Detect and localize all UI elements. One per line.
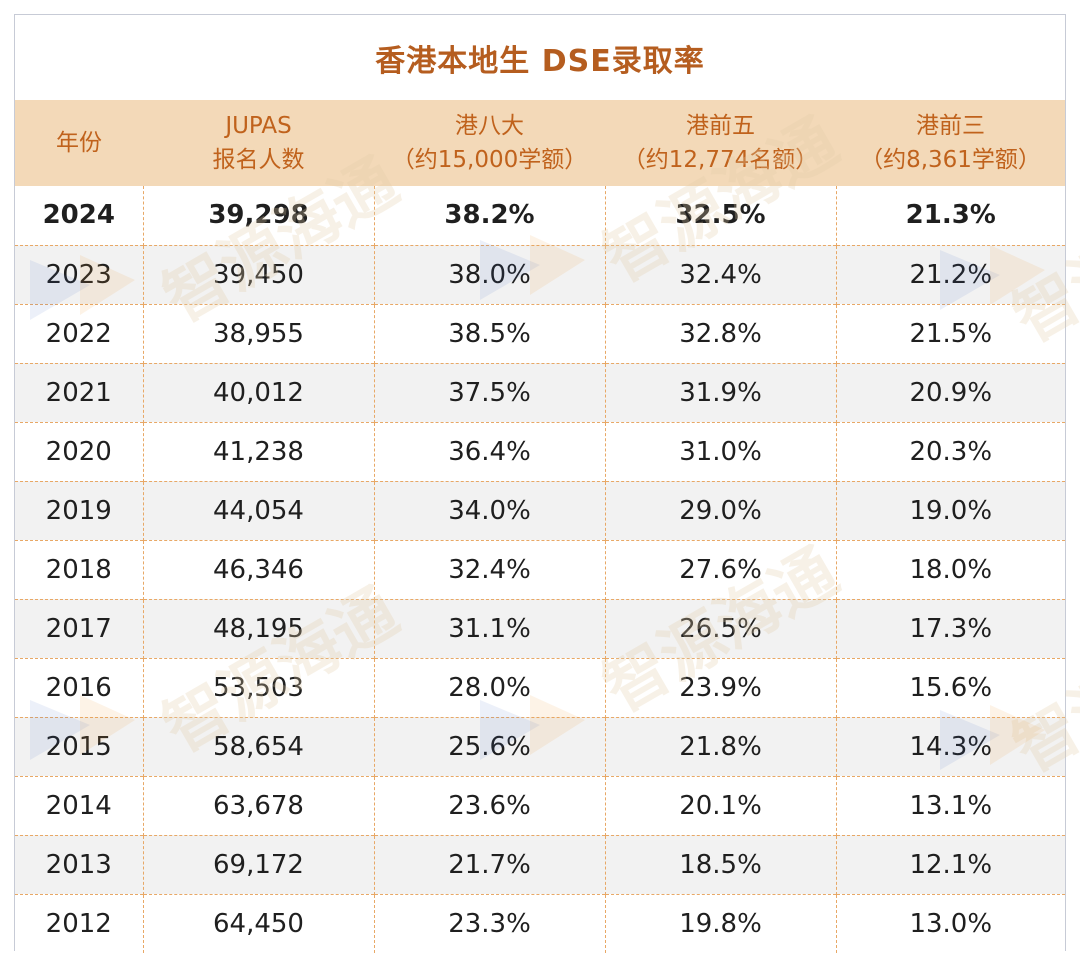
cell-top3: 14.3% — [835, 716, 1065, 776]
cell-top3: 20.9% — [835, 362, 1065, 422]
cell-top5: 32.4% — [604, 244, 836, 304]
cell-jupas: 48,195 — [142, 598, 374, 658]
table-header: 年份 JUPAS 报名人数 港八大 （约15,000学额） 港前五 （约12,774名… — [15, 100, 1065, 186]
cell-top8: 28.0% — [373, 657, 605, 717]
cell-jupas: 53,503 — [142, 657, 374, 717]
cell-top3: 19.0% — [835, 480, 1065, 540]
cell-top5: 31.9% — [604, 362, 836, 422]
cell-year: 2012 — [15, 893, 143, 953]
cell-jupas: 44,054 — [142, 480, 374, 540]
cell-top5: 23.9% — [604, 657, 836, 717]
table-row: 2015 58,654 25.6% 21.8% 14.3% — [15, 716, 1065, 776]
table-title: 香港本地生 DSE录取率 — [375, 43, 705, 79]
table-row: 2022 38,955 38.5% 32.8% 21.5% — [15, 303, 1065, 363]
cell-top8: 37.5% — [373, 362, 605, 422]
cell-year: 2021 — [15, 362, 143, 422]
cell-top3: 18.0% — [835, 539, 1065, 599]
cell-top3: 13.1% — [835, 775, 1065, 835]
cell-jupas: 63,678 — [142, 775, 374, 835]
cell-top8: 36.4% — [373, 421, 605, 481]
cell-top8: 38.5% — [373, 303, 605, 363]
cell-top5: 32.5% — [604, 186, 836, 245]
header-top5: 港前五 （约12,774名额） — [622, 113, 819, 173]
cell-top8: 23.3% — [373, 893, 605, 953]
table-row: 2021 40,012 37.5% 31.9% 20.9% — [15, 362, 1065, 422]
cell-top3: 13.0% — [835, 893, 1065, 953]
table-frame: 香港本地生 DSE录取率 年份 JUPAS 报名人数 港八大 （约15,000学额）… — [14, 14, 1066, 953]
cell-top8: 21.7% — [373, 834, 605, 894]
cell-top8: 38.2% — [373, 186, 605, 245]
cell-jupas: 39,298 — [142, 186, 374, 245]
cell-top5: 19.8% — [604, 893, 836, 953]
cell-top5: 21.8% — [604, 716, 836, 776]
cell-year: 2024 — [42, 200, 115, 231]
table-row: 2012 64,450 23.3% 19.8% 13.0% — [15, 893, 1065, 953]
cell-top3: 21.3% — [835, 186, 1065, 245]
cell-jupas: 38,955 — [142, 303, 374, 363]
cell-year: 2014 — [15, 775, 143, 835]
cell-year: 2015 — [15, 716, 143, 776]
cell-year: 2022 — [15, 303, 143, 363]
cell-top5: 20.1% — [604, 775, 836, 835]
header-year: 年份 — [56, 130, 102, 156]
cell-top5: 26.5% — [604, 598, 836, 658]
cell-year: 2019 — [15, 480, 143, 540]
cell-top5: 31.0% — [604, 421, 836, 481]
cell-top3: 21.5% — [835, 303, 1065, 363]
cell-top8: 25.6% — [373, 716, 605, 776]
cell-year: 2016 — [15, 657, 143, 717]
cell-top3: 20.3% — [835, 421, 1065, 481]
header-top8: 港八大 （约15,000学额） — [391, 113, 588, 173]
cell-top8: 32.4% — [373, 539, 605, 599]
table-row: 2023 39,450 38.0% 32.4% 21.2% — [15, 244, 1065, 304]
table-row: 2020 41,238 36.4% 31.0% 20.3% — [15, 421, 1065, 481]
cell-jupas: 41,238 — [142, 421, 374, 481]
cell-year: 2023 — [15, 244, 143, 304]
table-row: 2016 53,503 28.0% 23.9% 15.6% — [15, 657, 1065, 717]
table-row: 2014 63,678 23.6% 20.1% 13.1% — [15, 775, 1065, 835]
table-row: 2018 46,346 32.4% 27.6% 18.0% — [15, 539, 1065, 599]
cell-jupas: 64,450 — [142, 893, 374, 953]
cell-year: 2013 — [15, 834, 143, 894]
cell-year: 2017 — [15, 598, 143, 658]
header-row: 年份 JUPAS 报名人数 港八大 （约15,000学额） 港前五 （约12,774名… — [15, 100, 1065, 186]
cell-top8: 34.0% — [373, 480, 605, 540]
cell-jupas: 58,654 — [142, 716, 374, 776]
cell-top5: 27.6% — [604, 539, 836, 599]
header-jupas: JUPAS 报名人数 — [212, 113, 305, 173]
cell-top3: 17.3% — [835, 598, 1065, 658]
cell-top8: 23.6% — [373, 775, 605, 835]
cell-year: 2020 — [15, 421, 143, 481]
cell-jupas: 69,172 — [142, 834, 374, 894]
cell-top3: 21.2% — [835, 244, 1065, 304]
title-bar: 香港本地生 DSE录取率 — [15, 15, 1065, 100]
table-row: 2024 39,298 38.2% 32.5% 21.3% — [15, 186, 1065, 245]
cell-jupas: 39,450 — [142, 244, 374, 304]
cell-top3: 12.1% — [835, 834, 1065, 894]
admission-rate-table: 年份 JUPAS 报名人数 港八大 （约15,000学额） 港前五 （约12,774名… — [15, 100, 1065, 953]
header-top3: 港前三 （约8,361学额） — [860, 113, 1041, 173]
cell-top8: 31.1% — [373, 598, 605, 658]
cell-jupas: 46,346 — [142, 539, 374, 599]
cell-top5: 18.5% — [604, 834, 836, 894]
table-row: 2013 69,172 21.7% 18.5% 12.1% — [15, 834, 1065, 894]
cell-top5: 32.8% — [604, 303, 836, 363]
cell-top8: 38.0% — [373, 244, 605, 304]
cell-jupas: 40,012 — [142, 362, 374, 422]
cell-top3: 15.6% — [835, 657, 1065, 717]
cell-top5: 29.0% — [604, 480, 836, 540]
table-row: 2017 48,195 31.1% 26.5% 17.3% — [15, 598, 1065, 658]
cell-year: 2018 — [15, 539, 143, 599]
table-row: 2019 44,054 34.0% 29.0% 19.0% — [15, 480, 1065, 540]
table-body: 2024 39,298 38.2% 32.5% 21.3% 2023 39,450 38.0%… — [15, 186, 1065, 953]
